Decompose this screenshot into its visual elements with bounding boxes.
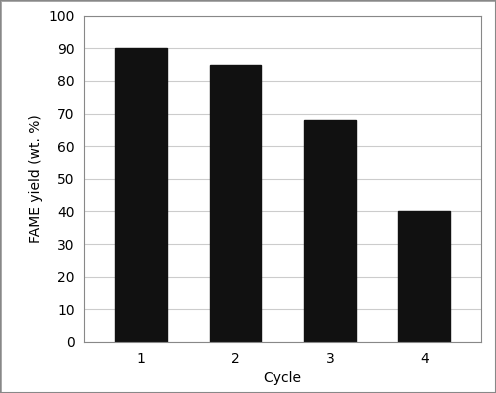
Bar: [209, 64, 261, 342]
Bar: [304, 120, 356, 342]
Bar: [115, 48, 167, 342]
Bar: [398, 211, 450, 342]
X-axis label: Cycle: Cycle: [264, 371, 302, 385]
Y-axis label: FAME yield (wt. %): FAME yield (wt. %): [29, 114, 43, 243]
